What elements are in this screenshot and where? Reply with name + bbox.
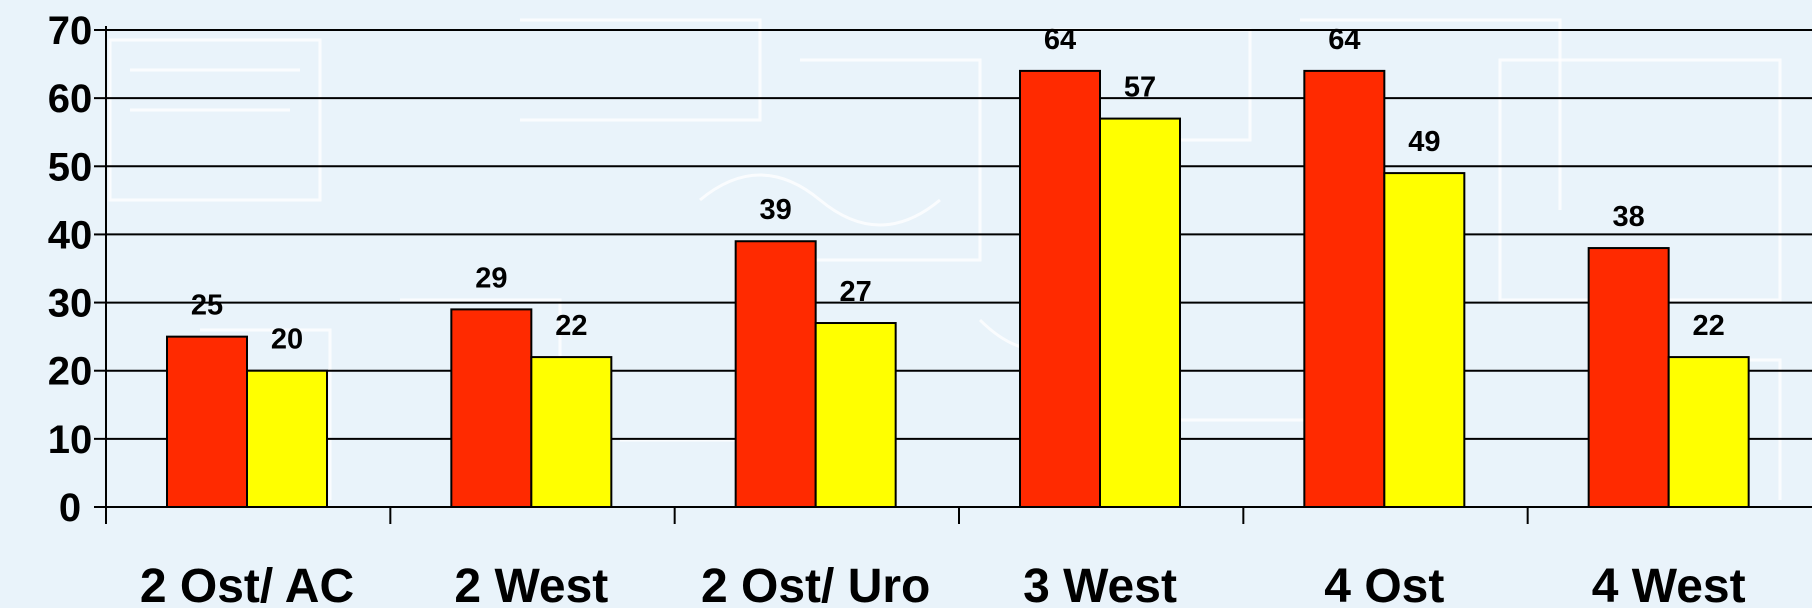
x-category-label: 3 West xyxy=(1023,560,1177,608)
data-label: 22 xyxy=(555,310,587,342)
data-label: 64 xyxy=(1328,24,1360,56)
background-sketch-line xyxy=(620,418,1320,442)
data-label: 25 xyxy=(191,290,223,322)
background-sketch-line xyxy=(800,58,982,262)
bar-series1-3 xyxy=(1019,69,1101,508)
y-tick-label: 40 xyxy=(48,213,93,257)
labels: 0 10 20 30 40 50 60 70 25 20 2 Ost/ AC 29 22 2 West 39… xyxy=(48,9,1746,608)
background-sketch-line xyxy=(200,328,332,500)
y-tick-label: 30 xyxy=(48,282,93,326)
x-category-label: 2 West xyxy=(454,560,608,608)
bar-series1-0 xyxy=(166,335,248,508)
data-label: 57 xyxy=(1124,72,1156,104)
background-sketch xyxy=(108,18,1782,500)
bar-series2-2 xyxy=(814,322,897,508)
y-tick-label: 10 xyxy=(48,418,93,462)
background-sketch-line xyxy=(108,38,322,202)
bar-series2-5 xyxy=(1667,356,1750,509)
background-sketch-line xyxy=(1498,58,1782,302)
bar-series2-3 xyxy=(1099,117,1181,508)
y-tick-label: 20 xyxy=(48,350,93,394)
x-category-label: 4 West xyxy=(1592,560,1746,608)
data-label: 39 xyxy=(760,194,792,226)
background-sketch-line xyxy=(520,18,762,122)
y-tick-label: 60 xyxy=(48,77,93,121)
data-label: 27 xyxy=(840,276,872,308)
bar-series2-0 xyxy=(246,369,328,509)
data-label: 49 xyxy=(1408,126,1440,158)
y-tick-label: 70 xyxy=(48,9,93,53)
bar-series2-4 xyxy=(1383,172,1466,508)
gridlines xyxy=(106,29,1812,440)
background-sketch-line xyxy=(130,68,300,112)
x-category-label: 2 Ost/ AC xyxy=(140,560,354,608)
x-category-label: 2 Ost/ Uro xyxy=(701,560,930,608)
data-label: 38 xyxy=(1613,201,1645,233)
bar-series1-1 xyxy=(450,308,533,508)
data-label: 29 xyxy=(475,262,507,294)
y-tick-label: 0 xyxy=(59,486,81,530)
bars xyxy=(166,69,1750,509)
data-label: 22 xyxy=(1693,310,1725,342)
bar-series1-4 xyxy=(1303,69,1386,508)
y-tick-label: 50 xyxy=(48,145,93,189)
bar-series1-5 xyxy=(1587,247,1670,509)
background-sketch-line xyxy=(699,173,941,227)
x-category-label: 4 Ost xyxy=(1324,560,1444,608)
bar-series2-1 xyxy=(530,356,613,509)
bar-series1-2 xyxy=(734,240,817,508)
data-label: 64 xyxy=(1044,24,1076,56)
background-sketch-line xyxy=(1300,18,1562,210)
data-label: 20 xyxy=(271,324,303,356)
axes xyxy=(94,26,1812,524)
